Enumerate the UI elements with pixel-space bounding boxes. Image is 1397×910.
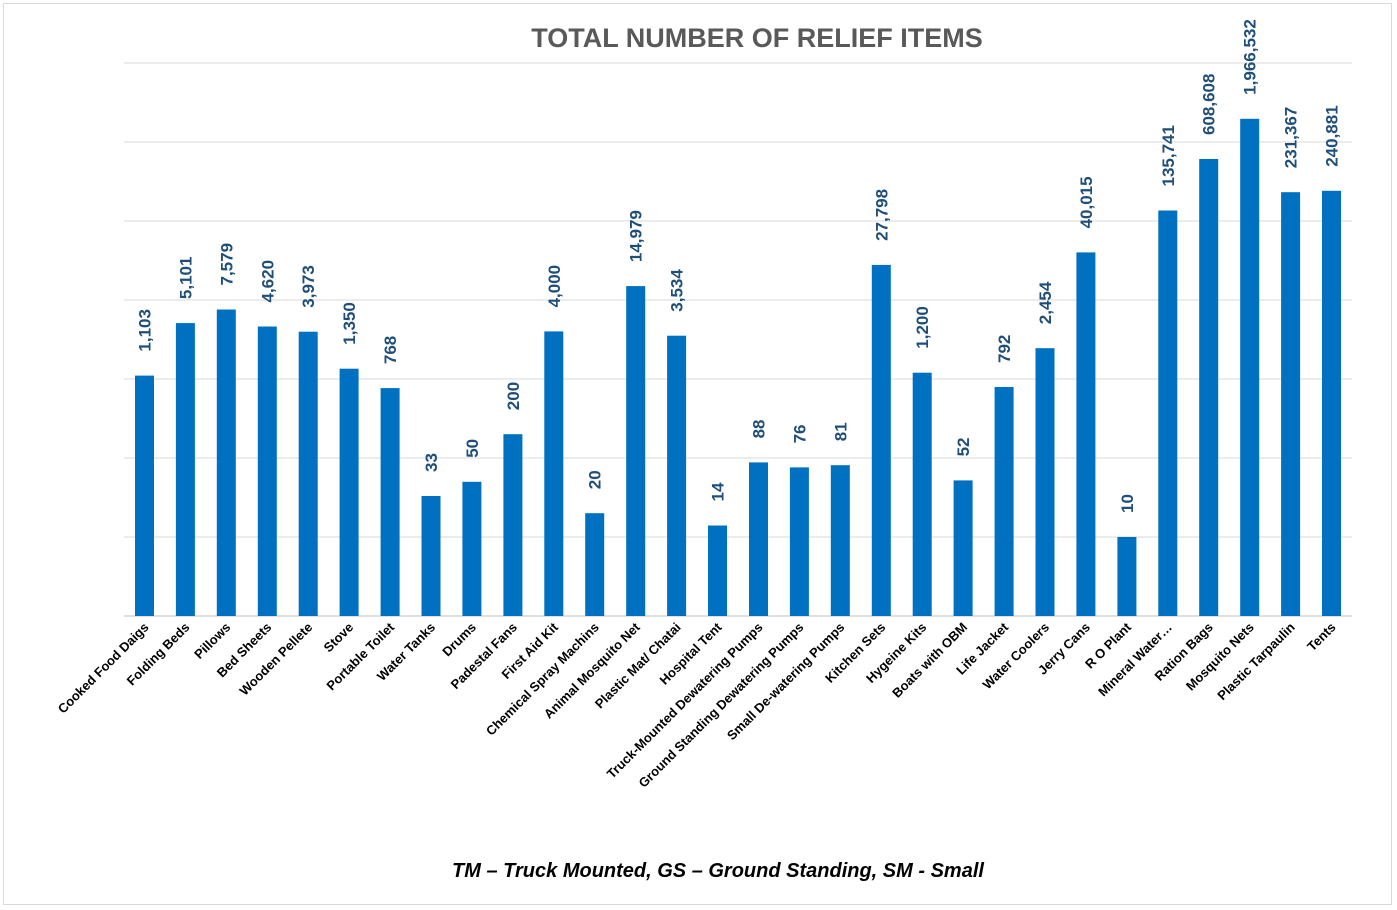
bar	[462, 481, 482, 616]
bar	[626, 286, 646, 616]
data-label: 7,579	[217, 243, 236, 286]
bar	[830, 465, 850, 616]
gridlines	[124, 62, 1352, 617]
data-label: 135,741	[1159, 125, 1178, 186]
data-label: 231,367	[1282, 107, 1301, 168]
bar	[708, 525, 727, 616]
data-labels: 1,103 5,101 7,579 4,620 3,973 1,350 768 33 50 200…	[136, 19, 1342, 513]
data-label: 1,200	[913, 306, 932, 349]
data-label: 1,350	[340, 302, 359, 345]
category-label: Drums	[439, 620, 479, 660]
data-label: 5,101	[176, 257, 195, 300]
data-label: 10	[1118, 494, 1137, 513]
bar	[1076, 252, 1096, 616]
bar	[339, 368, 359, 616]
data-label: 240,881	[1323, 105, 1342, 166]
data-label: 20	[586, 470, 605, 489]
bar	[1322, 190, 1341, 617]
bar	[912, 372, 932, 616]
bar	[216, 309, 236, 616]
bar	[1281, 192, 1301, 616]
chart-title: TOTAL NUMBER OF RELIEF ITEMS	[531, 23, 983, 53]
bar	[953, 480, 973, 616]
footnote: TM – Truck Mounted, GS – Ground Standing…	[452, 860, 984, 882]
data-label: 608,608	[1200, 74, 1219, 135]
data-label: 2,454	[1036, 281, 1055, 324]
data-label: 3,973	[299, 265, 318, 308]
category-label: Plastic Tarpaulin	[1214, 619, 1298, 703]
data-label: 52	[954, 437, 973, 456]
bar	[789, 467, 809, 616]
data-label: 76	[790, 424, 809, 443]
category-label: Tents	[1304, 620, 1338, 654]
bar	[749, 462, 768, 616]
category-label: Boats with OBM	[889, 620, 970, 701]
data-label: 33	[422, 453, 441, 472]
data-label: 14	[709, 482, 728, 501]
data-label: 768	[381, 336, 400, 364]
data-label: 792	[995, 335, 1014, 363]
data-label: 4,000	[545, 265, 564, 308]
category-label: Wooden Pellete	[236, 620, 315, 699]
bar	[994, 387, 1014, 616]
bar	[1199, 159, 1219, 616]
bar	[544, 331, 564, 616]
data-label: 200	[504, 382, 523, 410]
bar	[585, 513, 605, 616]
bar	[257, 326, 277, 616]
bar	[871, 264, 891, 616]
bar	[1117, 537, 1137, 616]
bar	[421, 496, 441, 616]
bar	[503, 434, 523, 616]
data-label: 1,966,532	[1241, 19, 1260, 95]
data-label: 40,015	[1077, 176, 1096, 228]
data-label: 3,534	[668, 269, 687, 312]
bar	[380, 388, 400, 616]
data-label: 14,979	[627, 210, 646, 262]
bar	[667, 335, 687, 616]
bar	[1158, 210, 1178, 616]
data-label: 88	[750, 419, 769, 438]
bar	[298, 331, 318, 616]
bars	[135, 118, 1341, 617]
data-label: 50	[463, 439, 482, 458]
bar	[135, 375, 154, 616]
data-label: 27,798	[872, 189, 891, 241]
data-label: 81	[831, 422, 850, 441]
bar	[1035, 348, 1055, 616]
category-label: Stove	[321, 620, 357, 656]
data-label: 1,103	[136, 309, 155, 352]
bar	[175, 323, 195, 616]
category-label: Mineral Water…	[1095, 620, 1175, 700]
data-label: 4,620	[258, 260, 277, 303]
bar	[1240, 118, 1260, 617]
